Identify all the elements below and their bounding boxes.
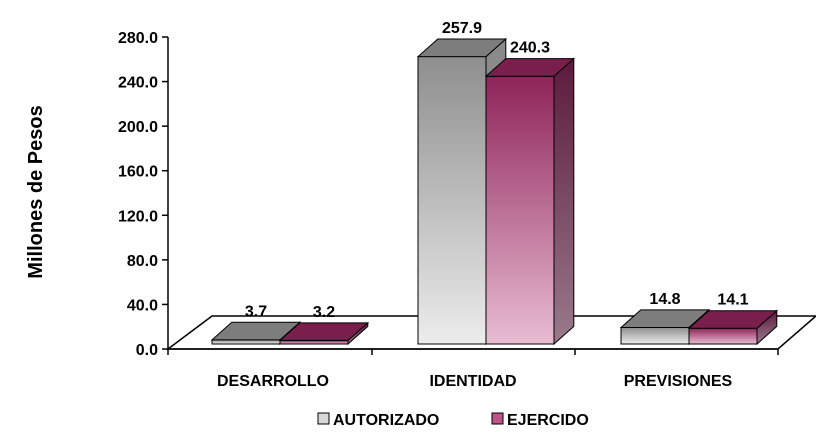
y-tick-label: 0.0: [136, 342, 158, 359]
category-label: IDENTIDAD: [429, 373, 516, 390]
y-tick-label: 80.0: [127, 253, 158, 270]
legend-label: EJERCIDO: [507, 412, 589, 429]
bar-top: [619, 309, 711, 329]
bar-front: [417, 56, 487, 345]
bar-front: [485, 75, 555, 345]
data-label: 14.1: [717, 292, 748, 309]
data-label: 240.3: [510, 40, 550, 57]
data-label: 3.2: [313, 304, 335, 321]
legend-label: AUTORIZADO: [333, 412, 439, 429]
legend: AUTORIZADO EJERCIDO: [317, 412, 589, 429]
data-label: 257.9: [442, 20, 482, 37]
bar-front: [211, 339, 281, 345]
bar-top: [416, 38, 508, 58]
data-label: 14.8: [649, 291, 680, 308]
bar-ejercido-desarrollo: [278, 321, 370, 346]
legend-swatch: [491, 412, 504, 425]
y-tick-label: 120.0: [118, 208, 158, 225]
bar-top: [484, 58, 576, 77]
bar-ejercido-identidad: [484, 57, 576, 346]
bar-top: [687, 310, 779, 329]
bar-top: [278, 322, 370, 341]
y-tick-label: 40.0: [127, 297, 158, 314]
bar-front: [688, 327, 758, 345]
bar-front: [620, 327, 690, 345]
y-tick-label: 200.0: [118, 119, 158, 136]
legend-swatch: [317, 412, 330, 425]
bar-ejercido-previsiones: [687, 309, 779, 346]
y-tick-label: 280.0: [118, 30, 158, 47]
category-label: PREVISIONES: [624, 373, 733, 390]
bar-top: [210, 321, 302, 341]
bar-autorizado-previsiones: [619, 308, 711, 346]
legend-item-ejercido: EJERCIDO: [491, 412, 589, 429]
bar-front: [279, 339, 349, 345]
legend-item-autorizado: AUTORIZADO: [317, 412, 439, 429]
data-label: 3.7: [245, 303, 267, 320]
y-tick-label: 240.0: [118, 75, 158, 92]
bar-side: [553, 57, 575, 346]
y-axis-title: Millones de Pesos: [25, 105, 47, 278]
category-label: DESARROLLO: [217, 373, 329, 390]
y-tick-label: 160.0: [118, 164, 158, 181]
